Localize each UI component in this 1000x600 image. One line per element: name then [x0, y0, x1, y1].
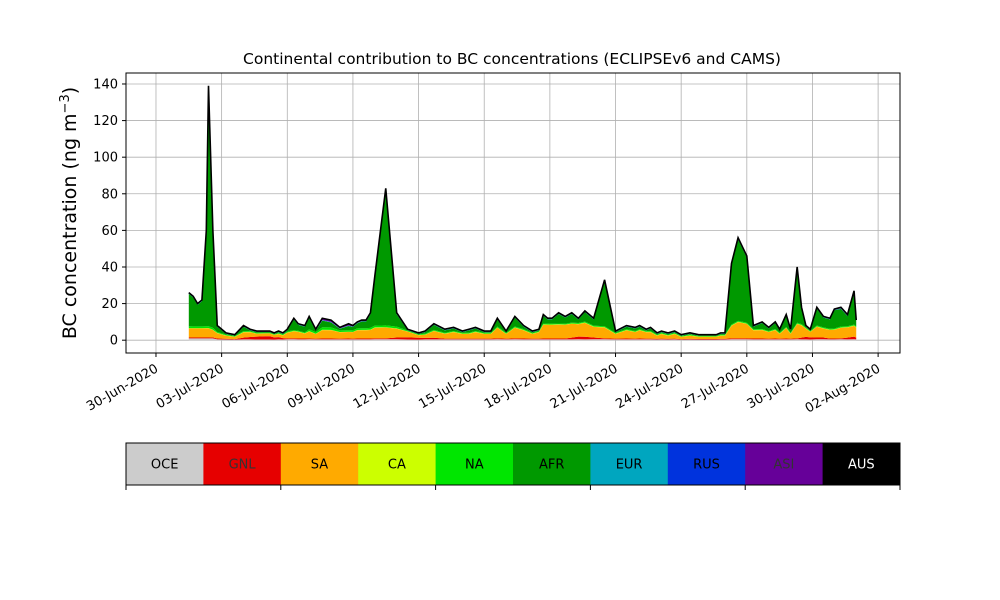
area-asi — [188, 85, 857, 336]
y-tick-label: 20 — [101, 297, 118, 312]
area-oce — [188, 338, 857, 341]
legend-label-ca: CA — [388, 458, 406, 473]
y-tick-label: 100 — [93, 151, 118, 166]
legend-swatch-asi — [745, 443, 824, 485]
x-tick-label: 21-Jul-2020 — [548, 361, 621, 412]
legend-swatch-ca — [358, 443, 437, 485]
x-tick-label: 15-Jul-2020 — [416, 361, 489, 412]
total-outline — [188, 85, 858, 336]
x-tick-label: 03-Jul-2020 — [154, 361, 227, 412]
x-tick-label: 02-Aug-2020 — [803, 361, 883, 416]
legend-swatch-gnl — [203, 443, 282, 485]
x-tick-label: 09-Jul-2020 — [285, 361, 358, 412]
area-sa — [188, 322, 857, 340]
legend-swatch-sa — [280, 443, 359, 485]
grid-lines — [126, 73, 900, 353]
area-afr — [188, 88, 857, 337]
legend-label-aus: AUS — [848, 458, 875, 473]
y-axis-label-close: ) — [59, 87, 81, 94]
legend-label-na: NA — [465, 458, 484, 473]
x-tick-label: 18-Jul-2020 — [482, 361, 555, 412]
legend-swatch-eur — [590, 443, 669, 485]
area-aus — [188, 85, 857, 335]
legend-label-oce: OCE — [151, 458, 179, 473]
legend-label-gnl: GNL — [229, 458, 257, 473]
stacked-areas — [188, 85, 857, 341]
x-tick-label: 24-Jul-2020 — [613, 361, 686, 412]
x-tick-label: 27-Jul-2020 — [679, 361, 752, 412]
legend-swatch-na — [435, 443, 514, 485]
legend-frame — [125, 442, 901, 486]
area-eur — [188, 88, 857, 336]
y-tick-label: 140 — [93, 77, 118, 92]
legend-label-sa: SA — [311, 458, 328, 473]
legend-label-rus: RUS — [693, 458, 720, 473]
area-gnl — [188, 336, 857, 340]
legend-label-asi: ASI — [773, 458, 794, 473]
legend-colorbar: OCE GNL SA CA NA AFR EUR RUS ASI AUS — [125, 442, 901, 490]
legend-label-afr: AFR — [539, 458, 564, 473]
x-tick-label: 06-Jul-2020 — [219, 361, 292, 412]
legend-swatch-rus — [667, 443, 746, 485]
y-axis-label-text: BC concentration (ng m — [59, 113, 81, 339]
y-tick-label: 40 — [101, 260, 118, 275]
y-tick-label: 120 — [93, 114, 118, 129]
x-axis: 30-Jun-202003-Jul-202006-Jul-202009-Jul-… — [84, 353, 883, 417]
x-tick-label: 30-Jun-2020 — [84, 361, 161, 414]
y-tick-label: 0 — [110, 334, 118, 349]
legend-label-eur: EUR — [616, 458, 643, 473]
legend-swatch-aus — [822, 443, 901, 485]
y-tick-label: 60 — [101, 224, 118, 239]
plot-frame — [125, 72, 901, 354]
y-axis: 0 20 40 60 80 100 120 140 — [93, 77, 126, 349]
legend-swatch-oce — [126, 443, 204, 485]
area-rus — [188, 87, 857, 336]
chart-title: Continental contribution to BC concentra… — [243, 50, 781, 68]
legend-swatch-afr — [513, 443, 591, 485]
y-tick-label: 80 — [101, 187, 118, 202]
area-na — [188, 320, 857, 337]
y-axis-label-exponent: −3 — [58, 94, 73, 113]
x-tick-label: 12-Jul-2020 — [351, 361, 424, 412]
y-axis-label: BC concentration (ng m−3) — [58, 87, 81, 339]
